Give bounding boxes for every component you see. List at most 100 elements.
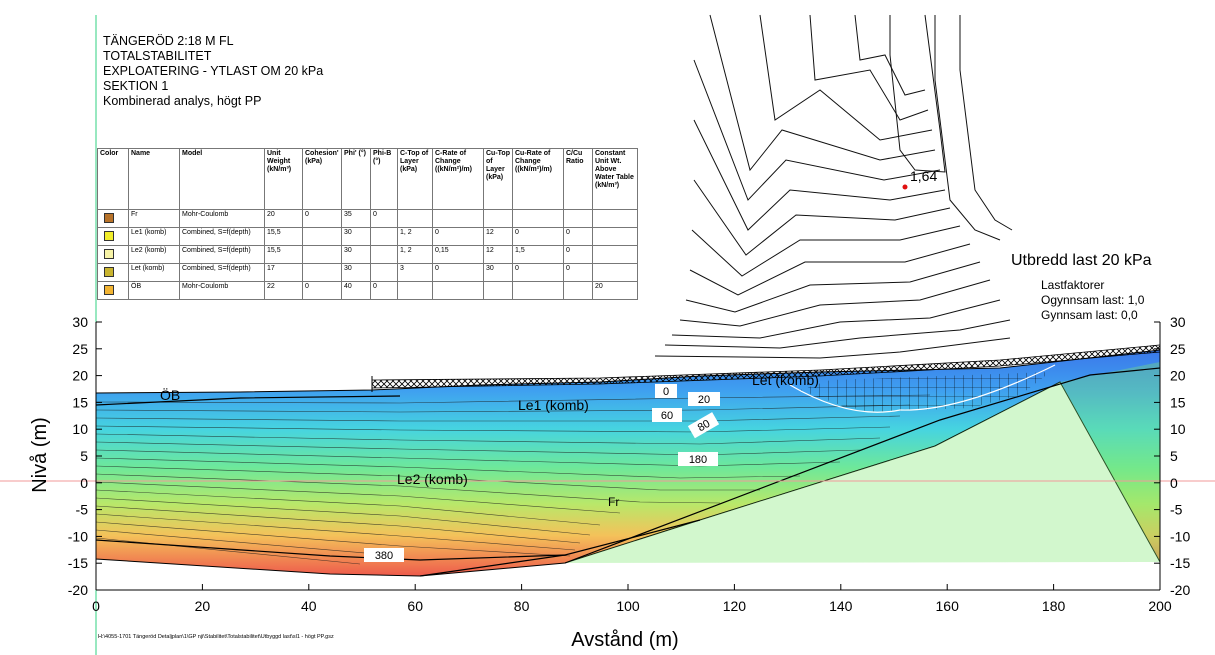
table-header-cell: Phi' (°) <box>341 148 371 210</box>
table-header-cell: Cohesion' (kPa) <box>302 148 342 210</box>
table-cell-color <box>97 227 129 246</box>
table-cell: 1,5 <box>512 245 564 264</box>
layer-label-let: Let (komb) <box>752 372 819 388</box>
contour-label-180: 180 <box>689 454 707 466</box>
y-tick-label-right: -20 <box>1170 582 1190 598</box>
table-cell: 30 <box>341 245 371 264</box>
table-cell: 0 <box>512 263 564 282</box>
table-cell: Let (komb) <box>128 263 180 282</box>
y-tick-label-right: -5 <box>1170 502 1183 518</box>
x-tick-label: 160 <box>936 598 960 614</box>
table-cell <box>370 263 398 282</box>
table-cell: Mohr-Coulomb <box>179 281 265 300</box>
table-cell: 0 <box>302 281 342 300</box>
table-cell <box>370 227 398 246</box>
contour-label-box <box>687 412 720 439</box>
table-cell-color <box>97 281 129 300</box>
y-tick-label-right: 20 <box>1170 368 1186 384</box>
table-cell <box>592 263 638 282</box>
table-cell: Fr <box>128 209 180 228</box>
table-header-cell: Constant Unit Wt. Above Water Table (kN/… <box>592 148 638 210</box>
table-cell: 30 <box>341 263 371 282</box>
table-cell: Combined, S=f(depth) <box>179 263 265 282</box>
material-color-swatch <box>104 231 114 241</box>
y-tick-label: 15 <box>72 394 88 410</box>
unfavorable-load: Ogynnsam last: 1,0 <box>1041 293 1145 307</box>
table-cell: Combined, S=f(depth) <box>179 245 265 264</box>
table-header-cell: C-Rate of Change ((kN/m²)/m) <box>432 148 484 210</box>
load-factors-title: Lastfaktorer <box>1041 278 1104 292</box>
table-cell <box>592 245 638 264</box>
x-tick-label: 180 <box>1042 598 1066 614</box>
table-cell-color <box>97 209 129 228</box>
contour-label-20: 20 <box>698 394 710 406</box>
x-axis-title: Avstånd (m) <box>571 629 678 651</box>
material-table-body: Fr Mohr-Coulomb 20 0 35 0 Le1 (komb) Combined, … <box>97 209 638 300</box>
x-tick-label: 40 <box>301 598 317 614</box>
table-cell: 3 <box>397 263 433 282</box>
title-block: TÄNGERÖD 2:18 M FL TOTALSTABILITET EXPLO… <box>103 34 323 109</box>
material-color-swatch <box>104 285 114 295</box>
y-axis-title: Nivå (m) <box>29 417 51 493</box>
favorable-load: Gynnsam last: 0,0 <box>1041 308 1138 322</box>
table-cell: 12 <box>483 245 513 264</box>
critical-slip-surface <box>789 364 1056 413</box>
table-cell <box>397 209 433 228</box>
y-tick-label: -5 <box>76 502 89 518</box>
file-path: H:\4055-1701 Tängeröd Detaljplan\1\GP nj… <box>98 634 334 640</box>
table-cell: Mohr-Coulomb <box>179 209 265 228</box>
material-table: Color Name Model Unit Weight (kN/m³) Cohesio… <box>97 148 638 300</box>
y-tick-label-right: 30 <box>1170 314 1186 330</box>
table-header-cell: Phi-B (°) <box>370 148 398 210</box>
table-cell <box>397 281 433 300</box>
x-tick-label: 80 <box>514 598 530 614</box>
contour-label-80: 80 <box>696 418 713 435</box>
material-color-swatch <box>104 213 114 223</box>
slip-grid <box>800 372 1050 412</box>
table-cell: 40 <box>341 281 371 300</box>
table-cell: 1, 2 <box>397 245 433 264</box>
table-header-cell: Cu-Rate of Change ((kN/m²)/m) <box>512 148 564 210</box>
y-tick-label-right: 15 <box>1170 394 1186 410</box>
contour-label-box <box>655 384 677 398</box>
table-cell: 17 <box>264 263 303 282</box>
table-cell: 15,5 <box>264 227 303 246</box>
contour-label-60: 60 <box>661 410 673 422</box>
title-line: TOTALSTABILITET <box>103 49 212 63</box>
material-color-swatch <box>104 267 114 277</box>
table-cell <box>512 209 564 228</box>
title-line: TÄNGERÖD 2:18 M FL <box>103 34 234 48</box>
table-row: ÖB Mohr-Coulomb 22 0 40 0 20 <box>97 281 638 300</box>
table-header-cell: Model <box>179 148 265 210</box>
layer-labels: ÖB Le1 (komb) Le2 (komb) Let (komb) Fr <box>160 372 819 509</box>
y-tick-label: -15 <box>68 555 88 571</box>
table-cell: 0,15 <box>432 245 484 264</box>
material-color-swatch <box>104 249 114 259</box>
table-cell <box>563 209 593 228</box>
contour-label-0: 0 <box>663 386 669 398</box>
y-tick-label-right: 25 <box>1170 341 1186 357</box>
table-cell <box>483 209 513 228</box>
table-cell <box>592 227 638 246</box>
contour-label-box <box>678 452 718 466</box>
layer-label-ob: ÖB <box>160 386 180 403</box>
x-tick-label: 0 <box>92 598 100 614</box>
table-cell: 20 <box>592 281 638 300</box>
x-tick-label: 120 <box>723 598 747 614</box>
table-cell: 12 <box>483 227 513 246</box>
table-cell: ÖB <box>128 281 180 300</box>
contour-label-box <box>688 392 720 406</box>
table-cell <box>563 281 593 300</box>
table-header-cell: Unit Weight (kN/m³) <box>264 148 303 210</box>
y-tick-label: 5 <box>80 448 88 464</box>
table-cell: 0 <box>302 209 342 228</box>
critical-center-point <box>902 184 908 190</box>
table-cell-color <box>97 245 129 264</box>
table-cell: 35 <box>341 209 371 228</box>
y-tick-label-right: 0 <box>1170 475 1178 491</box>
table-cell <box>512 281 564 300</box>
factor-of-safety: 1,64 <box>910 168 937 184</box>
table-cell: Combined, S=f(depth) <box>179 227 265 246</box>
table-cell <box>302 227 342 246</box>
